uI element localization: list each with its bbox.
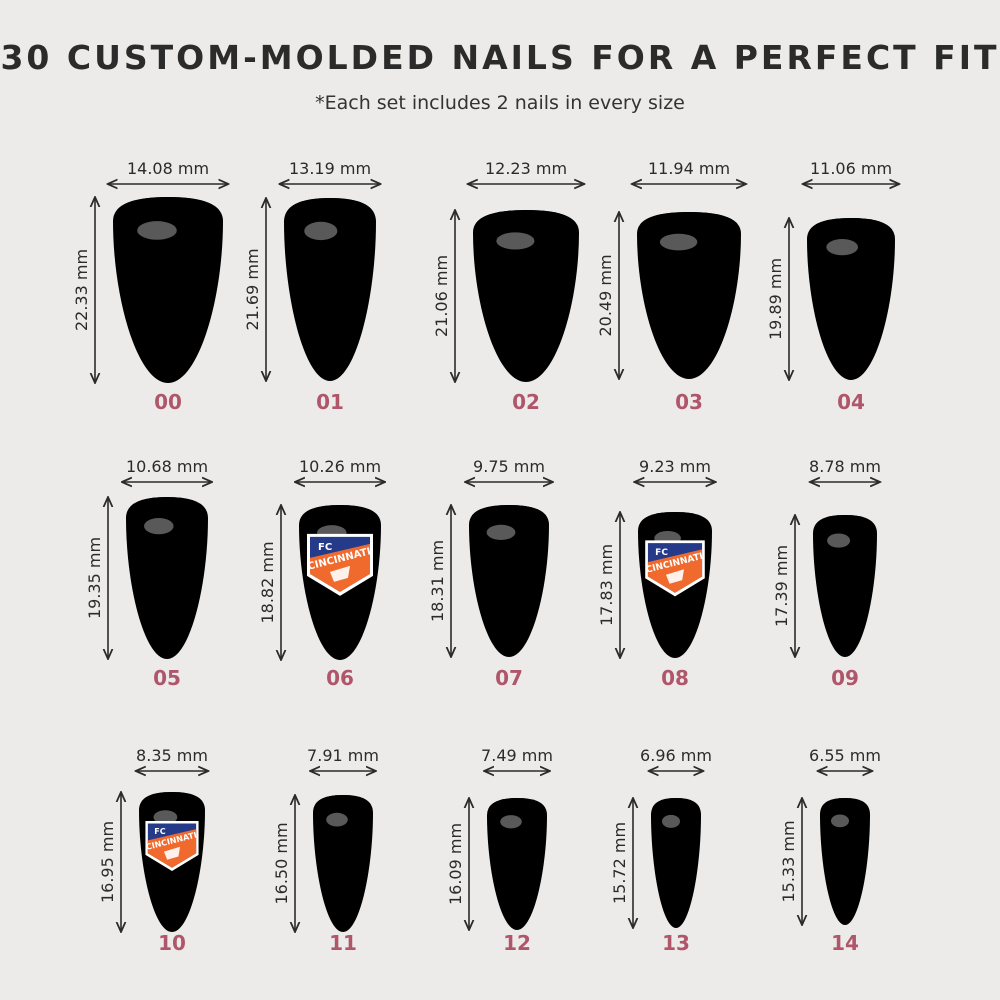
- nail-shape: [487, 798, 547, 930]
- length-label: 15.72 mm: [610, 822, 629, 904]
- width-label: 9.75 mm: [473, 457, 545, 476]
- size-label: 00: [154, 390, 182, 414]
- size-label: 07: [495, 666, 523, 690]
- size-label: 02: [512, 390, 540, 414]
- width-label: 13.19 mm: [289, 159, 371, 178]
- length-label: 20.49 mm: [596, 254, 615, 336]
- width-label: 7.49 mm: [481, 746, 553, 765]
- length-label: 19.89 mm: [766, 258, 785, 340]
- width-label: 11.94 mm: [648, 159, 730, 178]
- width-label: 6.55 mm: [809, 746, 881, 765]
- size-label: 09: [831, 666, 859, 690]
- length-label: 18.31 mm: [428, 540, 447, 622]
- width-label: 8.35 mm: [136, 746, 208, 765]
- size-label: 03: [675, 390, 703, 414]
- length-label: 17.39 mm: [772, 545, 791, 627]
- page-subtitle: *Each set includes 2 nails in every size: [315, 92, 685, 114]
- nail-card-04: 11.06 mm 19.89 mm 04: [766, 159, 939, 414]
- logo-text-fc: FC: [655, 548, 668, 558]
- size-label: 11: [329, 931, 357, 955]
- nail-shape: [813, 515, 877, 657]
- length-label: 22.33 mm: [72, 249, 91, 331]
- length-label: 19.35 mm: [85, 537, 104, 619]
- width-label: 14.08 mm: [127, 159, 209, 178]
- length-label: 17.83 mm: [597, 544, 616, 626]
- width-label: 11.06 mm: [810, 159, 892, 178]
- length-label: 21.06 mm: [432, 255, 451, 337]
- length-label: 15.33 mm: [779, 820, 798, 902]
- size-label: 08: [661, 666, 689, 690]
- width-label: 6.96 mm: [640, 746, 712, 765]
- nail-card-02: 12.23 mm 21.06 mm 02: [432, 159, 632, 414]
- nail-card-14: 6.55 mm 15.33 mm 14: [779, 746, 881, 955]
- length-label: 16.09 mm: [446, 823, 465, 905]
- nail-shape: [469, 505, 549, 657]
- length-label: 16.50 mm: [272, 822, 291, 904]
- length-label: 18.82 mm: [258, 541, 277, 623]
- size-label: 04: [837, 390, 865, 414]
- nail-shape: [820, 798, 870, 925]
- width-label: 7.91 mm: [307, 746, 379, 765]
- nail-card-05: 10.68 mm 19.35 mm 05: [85, 457, 249, 690]
- size-label: 10: [158, 931, 186, 955]
- nail-card-01: 13.19 mm 21.69 mm 01: [243, 159, 422, 414]
- width-label: 8.78 mm: [809, 457, 881, 476]
- length-label: 16.95 mm: [98, 821, 117, 903]
- size-label: 05: [153, 666, 181, 690]
- nail-card-07: 9.75 mm 18.31 mm 07: [428, 457, 589, 690]
- nail-card-12: 7.49 mm 16.09 mm 12: [446, 746, 553, 955]
- width-label: 10.26 mm: [299, 457, 381, 476]
- size-label: 06: [326, 666, 354, 690]
- width-label: 12.23 mm: [485, 159, 567, 178]
- nail-shape: [473, 210, 579, 382]
- page-title: 30 CUSTOM-MOLDED NAILS FOR A PERFECT FIT: [0, 38, 1000, 77]
- size-label: 01: [316, 390, 344, 414]
- nail-card-09: 8.78 mm 17.39 mm 09: [772, 457, 909, 690]
- nail-card-13: 6.96 mm 15.72 mm 13: [610, 746, 712, 955]
- width-label: 10.68 mm: [126, 457, 208, 476]
- width-label: 9.23 mm: [639, 457, 711, 476]
- nail-shape: [651, 798, 701, 928]
- nail-card-03: 11.94 mm 20.49 mm 03: [596, 159, 793, 414]
- nail-shape: [637, 212, 741, 379]
- size-label: 12: [503, 931, 531, 955]
- logo-text-fc: FC: [318, 542, 332, 553]
- size-label: 13: [662, 931, 690, 955]
- size-label: 14: [831, 931, 859, 955]
- logo-text-fc: FC: [154, 827, 165, 836]
- nail-shape: [126, 497, 208, 659]
- nail-card-11: 7.91 mm 16.50 mm 11: [272, 746, 379, 955]
- nail-shape: [313, 795, 373, 932]
- length-label: 21.69 mm: [243, 248, 262, 330]
